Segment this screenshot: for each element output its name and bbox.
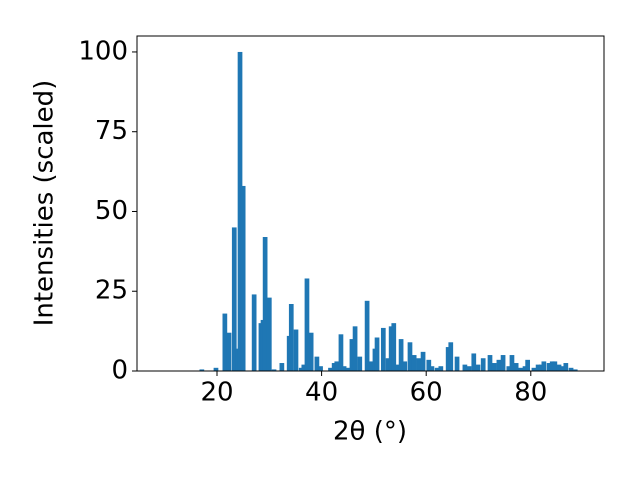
bar — [538, 364, 544, 371]
bar — [293, 329, 299, 371]
bar — [338, 334, 344, 371]
bar — [199, 369, 205, 371]
bar — [251, 294, 257, 371]
bar — [513, 363, 519, 371]
bar — [368, 361, 374, 371]
bar — [328, 367, 333, 371]
bar — [420, 351, 426, 371]
bar — [496, 359, 502, 371]
bar — [475, 364, 481, 371]
bar — [237, 51, 243, 371]
bar — [345, 367, 351, 371]
bar — [462, 364, 468, 371]
bar — [402, 361, 408, 371]
bar — [491, 363, 497, 371]
bar — [222, 313, 228, 371]
bar — [318, 366, 323, 371]
bar — [388, 326, 394, 371]
bar — [563, 363, 569, 371]
bar — [549, 361, 555, 371]
bar — [518, 367, 524, 371]
bar — [240, 185, 246, 371]
bar — [301, 364, 307, 371]
bar — [380, 327, 386, 371]
bar — [266, 297, 272, 371]
bar — [262, 237, 268, 371]
bar — [448, 342, 454, 371]
bar — [454, 356, 460, 371]
y-tick-label: 0 — [111, 356, 128, 386]
bar — [509, 355, 515, 371]
bar — [304, 278, 310, 371]
bar — [500, 355, 506, 371]
bar — [334, 361, 340, 371]
bar — [531, 367, 537, 371]
bar — [535, 364, 541, 371]
y-tick-label: 50 — [95, 196, 128, 226]
bar — [487, 355, 493, 371]
bar — [525, 359, 531, 371]
bar — [560, 366, 566, 371]
bar — [341, 366, 347, 371]
bar — [374, 337, 380, 371]
bar — [298, 367, 304, 371]
bar — [556, 364, 562, 371]
x-tick-label: 60 — [410, 378, 443, 408]
x-tick-label: 40 — [305, 378, 338, 408]
x-tick-label: 80 — [514, 378, 547, 408]
bar — [364, 300, 370, 371]
bar — [466, 366, 472, 371]
y-tick-label: 100 — [78, 36, 128, 66]
bar — [308, 332, 314, 371]
bar — [231, 227, 237, 371]
bar — [407, 342, 413, 371]
bar — [395, 364, 401, 371]
bar — [471, 353, 477, 371]
bar — [271, 369, 277, 371]
bar — [572, 369, 578, 371]
bar — [434, 367, 440, 371]
bar — [546, 363, 552, 371]
bar — [426, 359, 432, 371]
bar — [226, 332, 232, 371]
bar — [352, 326, 358, 371]
bar — [552, 361, 558, 371]
bar — [445, 347, 451, 371]
bar — [349, 339, 355, 371]
bar — [438, 366, 444, 371]
y-axis-label: Intensities (scaled) — [30, 80, 60, 327]
y-tick-label: 75 — [95, 116, 128, 146]
bar — [541, 361, 547, 371]
bar — [279, 363, 285, 371]
bar — [314, 356, 320, 371]
bar — [568, 367, 574, 371]
bar — [398, 339, 404, 371]
bar — [522, 366, 528, 371]
bar — [506, 366, 512, 371]
bar — [416, 358, 422, 371]
bar — [391, 323, 397, 371]
bar — [385, 358, 391, 371]
y-tick-label: 25 — [95, 276, 128, 306]
x-tick-label: 20 — [200, 378, 233, 408]
bar — [429, 366, 435, 371]
bar — [288, 304, 294, 371]
bar — [357, 356, 363, 371]
x-axis-label: 2θ (°) — [333, 417, 407, 447]
bar — [411, 355, 417, 371]
bar — [331, 363, 337, 371]
bar — [480, 358, 486, 371]
plot-frame — [136, 35, 605, 372]
bar — [213, 367, 219, 371]
